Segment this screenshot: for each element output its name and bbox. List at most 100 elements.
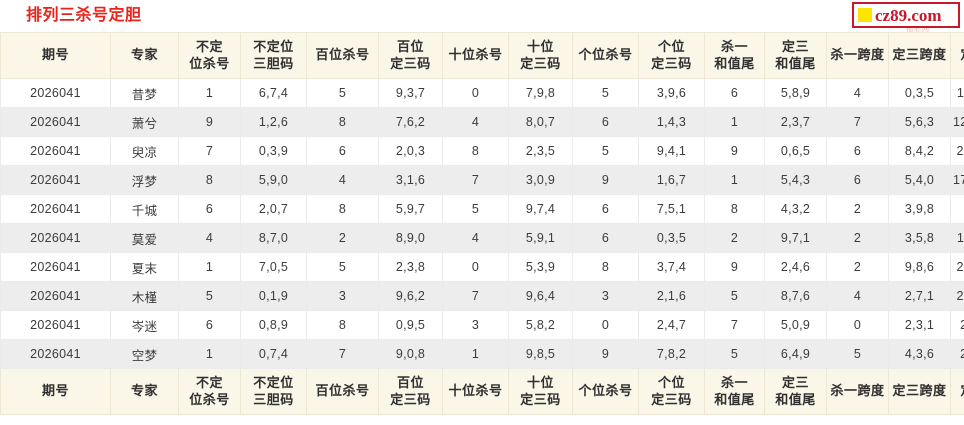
- cell-sha1_kd: 6: [826, 165, 889, 195]
- footer-col-ge_d3[interactable]: 个位 定三码: [638, 368, 705, 415]
- header-col-bdw_sha[interactable]: 不定 位杀号: [178, 32, 241, 79]
- header-col-bai_d3[interactable]: 百位 定三码: [378, 32, 443, 79]
- header-line: 十位: [526, 375, 554, 391]
- table-row[interactable]: 2026041 臾凉 7 0,3,9 6 2,0,3 8 2,3,5 5 9,4,1 9 0,6,5 6…: [0, 136, 964, 166]
- header-line: 不定位: [253, 375, 294, 391]
- header-col-d4_hz[interactable]: 定四和值: [950, 32, 964, 79]
- cell-issue: 2026041: [0, 136, 111, 166]
- cell-bai_sha: 8: [306, 310, 379, 340]
- cell-issue: 2026041: [0, 339, 111, 369]
- cell-d3_kd: 2,7,1: [888, 281, 951, 311]
- cell-shi_d3: 9,8,5: [508, 339, 573, 369]
- cell-d4_hz: 27,19,2,8: [950, 339, 964, 369]
- header-col-bai_sha[interactable]: 百位杀号: [306, 32, 379, 79]
- header-line: 定三码: [390, 55, 431, 71]
- header-col-ge_d3[interactable]: 个位 定三码: [638, 32, 705, 79]
- header-col-d3_kd[interactable]: 定三跨度: [888, 32, 951, 79]
- cell-shi_sha: 7: [442, 165, 509, 195]
- table-row[interactable]: 2026041 浮梦 8 5,9,0 4 3,1,6 7 3,0,9 9 1,6,7 1 5,4,3 6…: [0, 165, 964, 195]
- header-col-ge_sha[interactable]: 个位杀号: [572, 32, 639, 79]
- cell-bdw_3dan: 1,2,6: [240, 107, 307, 137]
- header-col-expert[interactable]: 专家: [110, 32, 179, 79]
- table-row[interactable]: 2026041 夏末 1 7,0,5 5 2,3,8 0 5,3,9 8 3,7,4 9 2,4,6 2…: [0, 252, 964, 282]
- cell-ge_d3: 2,1,6: [638, 281, 705, 311]
- cell-ge_d3: 3,7,4: [638, 252, 705, 282]
- header-line: 专家: [130, 383, 158, 399]
- cell-shi_sha: 7: [442, 281, 509, 311]
- table-row[interactable]: 2026041 木槿 5 0,1,9 3 9,6,2 7 9,6,4 3 2,1,6 5 8,7,6 4…: [0, 281, 964, 311]
- cell-d3_kd: 9,8,6: [888, 252, 951, 282]
- footer-col-shi_d3[interactable]: 十位 定三码: [508, 368, 573, 415]
- cell-ge_sha: 3: [572, 281, 639, 311]
- footer-col-bdw_3dan[interactable]: 不定位 三胆码: [240, 368, 307, 415]
- cell-d3_hzw: 2,4,6: [764, 252, 827, 282]
- header-line: 定三码: [520, 391, 561, 407]
- header-line: 定三码: [520, 55, 561, 71]
- footer-col-issue[interactable]: 期号: [0, 368, 111, 415]
- footer-col-sha1_kd[interactable]: 杀一跨度: [826, 368, 889, 415]
- cell-d3_kd: 4,3,6: [888, 339, 951, 369]
- cell-d3_hzw: 6,4,9: [764, 339, 827, 369]
- footer-col-d4_hz[interactable]: 定四和值: [950, 368, 964, 415]
- header-line: 定四和值: [953, 47, 964, 63]
- cell-ge_sha: 0: [572, 310, 639, 340]
- cell-sha1_kd: 2: [826, 252, 889, 282]
- cell-shi_d3: 9,7,4: [508, 194, 573, 224]
- cell-shi_d3: 3,0,9: [508, 165, 573, 195]
- header-line: 和值尾: [775, 55, 816, 71]
- footer-col-ge_sha[interactable]: 个位杀号: [572, 368, 639, 415]
- header-col-issue[interactable]: 期号: [0, 32, 111, 79]
- cell-ge_d3: 7,8,2: [638, 339, 705, 369]
- cell-bai_sha: 5: [306, 252, 379, 282]
- cell-bdw_sha: 6: [178, 310, 241, 340]
- header-line: 专家: [130, 47, 158, 63]
- header-col-sha1_hzw[interactable]: 杀一 和值尾: [704, 32, 765, 79]
- header-col-bdw_3dan[interactable]: 不定位 三胆码: [240, 32, 307, 79]
- cell-sha1_hzw: 6: [704, 78, 765, 108]
- header-col-d3_hzw[interactable]: 定三 和值尾: [764, 32, 827, 79]
- header-row: 期号 专家 不定 位杀号 不定位 三胆码 百位杀号 百位 定三码 十位杀号 十位 定三码 个位杀号 个位定…: [0, 32, 964, 79]
- footer-col-bai_sha[interactable]: 百位杀号: [306, 368, 379, 415]
- cell-bdw_3dan: 6,7,4: [240, 78, 307, 108]
- cell-bai_d3: 7,6,2: [378, 107, 443, 137]
- table-row[interactable]: 2026041 昔梦 1 6,7,4 5 9,3,7 0 7,9,8 5 3,9,6 6 5,8,9 4…: [0, 78, 964, 108]
- header-col-shi_sha[interactable]: 十位杀号: [442, 32, 509, 79]
- table-row[interactable]: 2026041 莫爱 4 8,7,0 2 8,9,0 4 5,9,1 6 0,3,5 2 9,7,1 2…: [0, 223, 964, 253]
- footer-col-d3_hzw[interactable]: 定三 和值尾: [764, 368, 827, 415]
- header-line: 和值尾: [775, 391, 816, 407]
- header-col-sha1_kd[interactable]: 杀一跨度: [826, 32, 889, 79]
- cell-sha1_kd: 4: [826, 281, 889, 311]
- table-row[interactable]: 2026041 岑迷 6 0,8,9 8 0,9,5 3 5,8,2 0 2,4,7 7 5,0,9 0…: [0, 310, 964, 340]
- header-line: 十位杀号: [448, 47, 503, 63]
- header-line: 十位杀号: [448, 383, 503, 399]
- table-row[interactable]: 2026041 千城 6 2,0,7 8 5,9,7 5 9,7,4 6 7,5,1 8 4,3,2 2…: [0, 194, 964, 224]
- cell-bai_sha: 3: [306, 281, 379, 311]
- cell-ge_sha: 6: [572, 194, 639, 224]
- cell-shi_sha: 4: [442, 107, 509, 137]
- cell-bdw_sha: 4: [178, 223, 241, 253]
- footer-col-d3_kd[interactable]: 定三跨度: [888, 368, 951, 415]
- header-line: 定三: [781, 375, 809, 391]
- footer-col-expert[interactable]: 专家: [110, 368, 179, 415]
- cell-shi_sha: 0: [442, 78, 509, 108]
- header-line: 定三码: [390, 391, 431, 407]
- footer-col-bdw_sha[interactable]: 不定 位杀号: [178, 368, 241, 415]
- footer-col-sha1_hzw[interactable]: 杀一 和值尾: [704, 368, 765, 415]
- yellow-square-icon: [858, 8, 872, 22]
- table-row[interactable]: 2026041 萧兮 9 1,2,6 8 7,6,2 4 8,0,7 6 1,4,3 1 2,3,7 7…: [0, 107, 964, 137]
- header-col-shi_d3[interactable]: 十位 定三码: [508, 32, 573, 79]
- cell-expert: 莫爱: [110, 223, 179, 253]
- cell-d4_hz: 24,7,23,19: [950, 281, 964, 311]
- table-row[interactable]: 2026041 空梦 1 0,7,4 7 9,0,8 1 9,8,5 9 7,8,2 5 6,4,9 5…: [0, 339, 964, 369]
- cell-issue: 2026041: [0, 107, 111, 137]
- cell-sha1_kd: 2: [826, 223, 889, 253]
- title-bar: 排列三杀号定胆: [0, 0, 964, 32]
- cell-d4_hz: 23,21,24,4: [950, 252, 964, 282]
- footer-col-shi_sha[interactable]: 十位杀号: [442, 368, 509, 415]
- footer-col-bai_d3[interactable]: 百位 定三码: [378, 368, 443, 415]
- cell-ge_d3: 1,4,3: [638, 107, 705, 137]
- cell-sha1_hzw: 8: [704, 194, 765, 224]
- header-line: 定三码: [651, 55, 692, 71]
- header-line: 位杀号: [189, 55, 230, 71]
- cell-ge_d3: 1,6,7: [638, 165, 705, 195]
